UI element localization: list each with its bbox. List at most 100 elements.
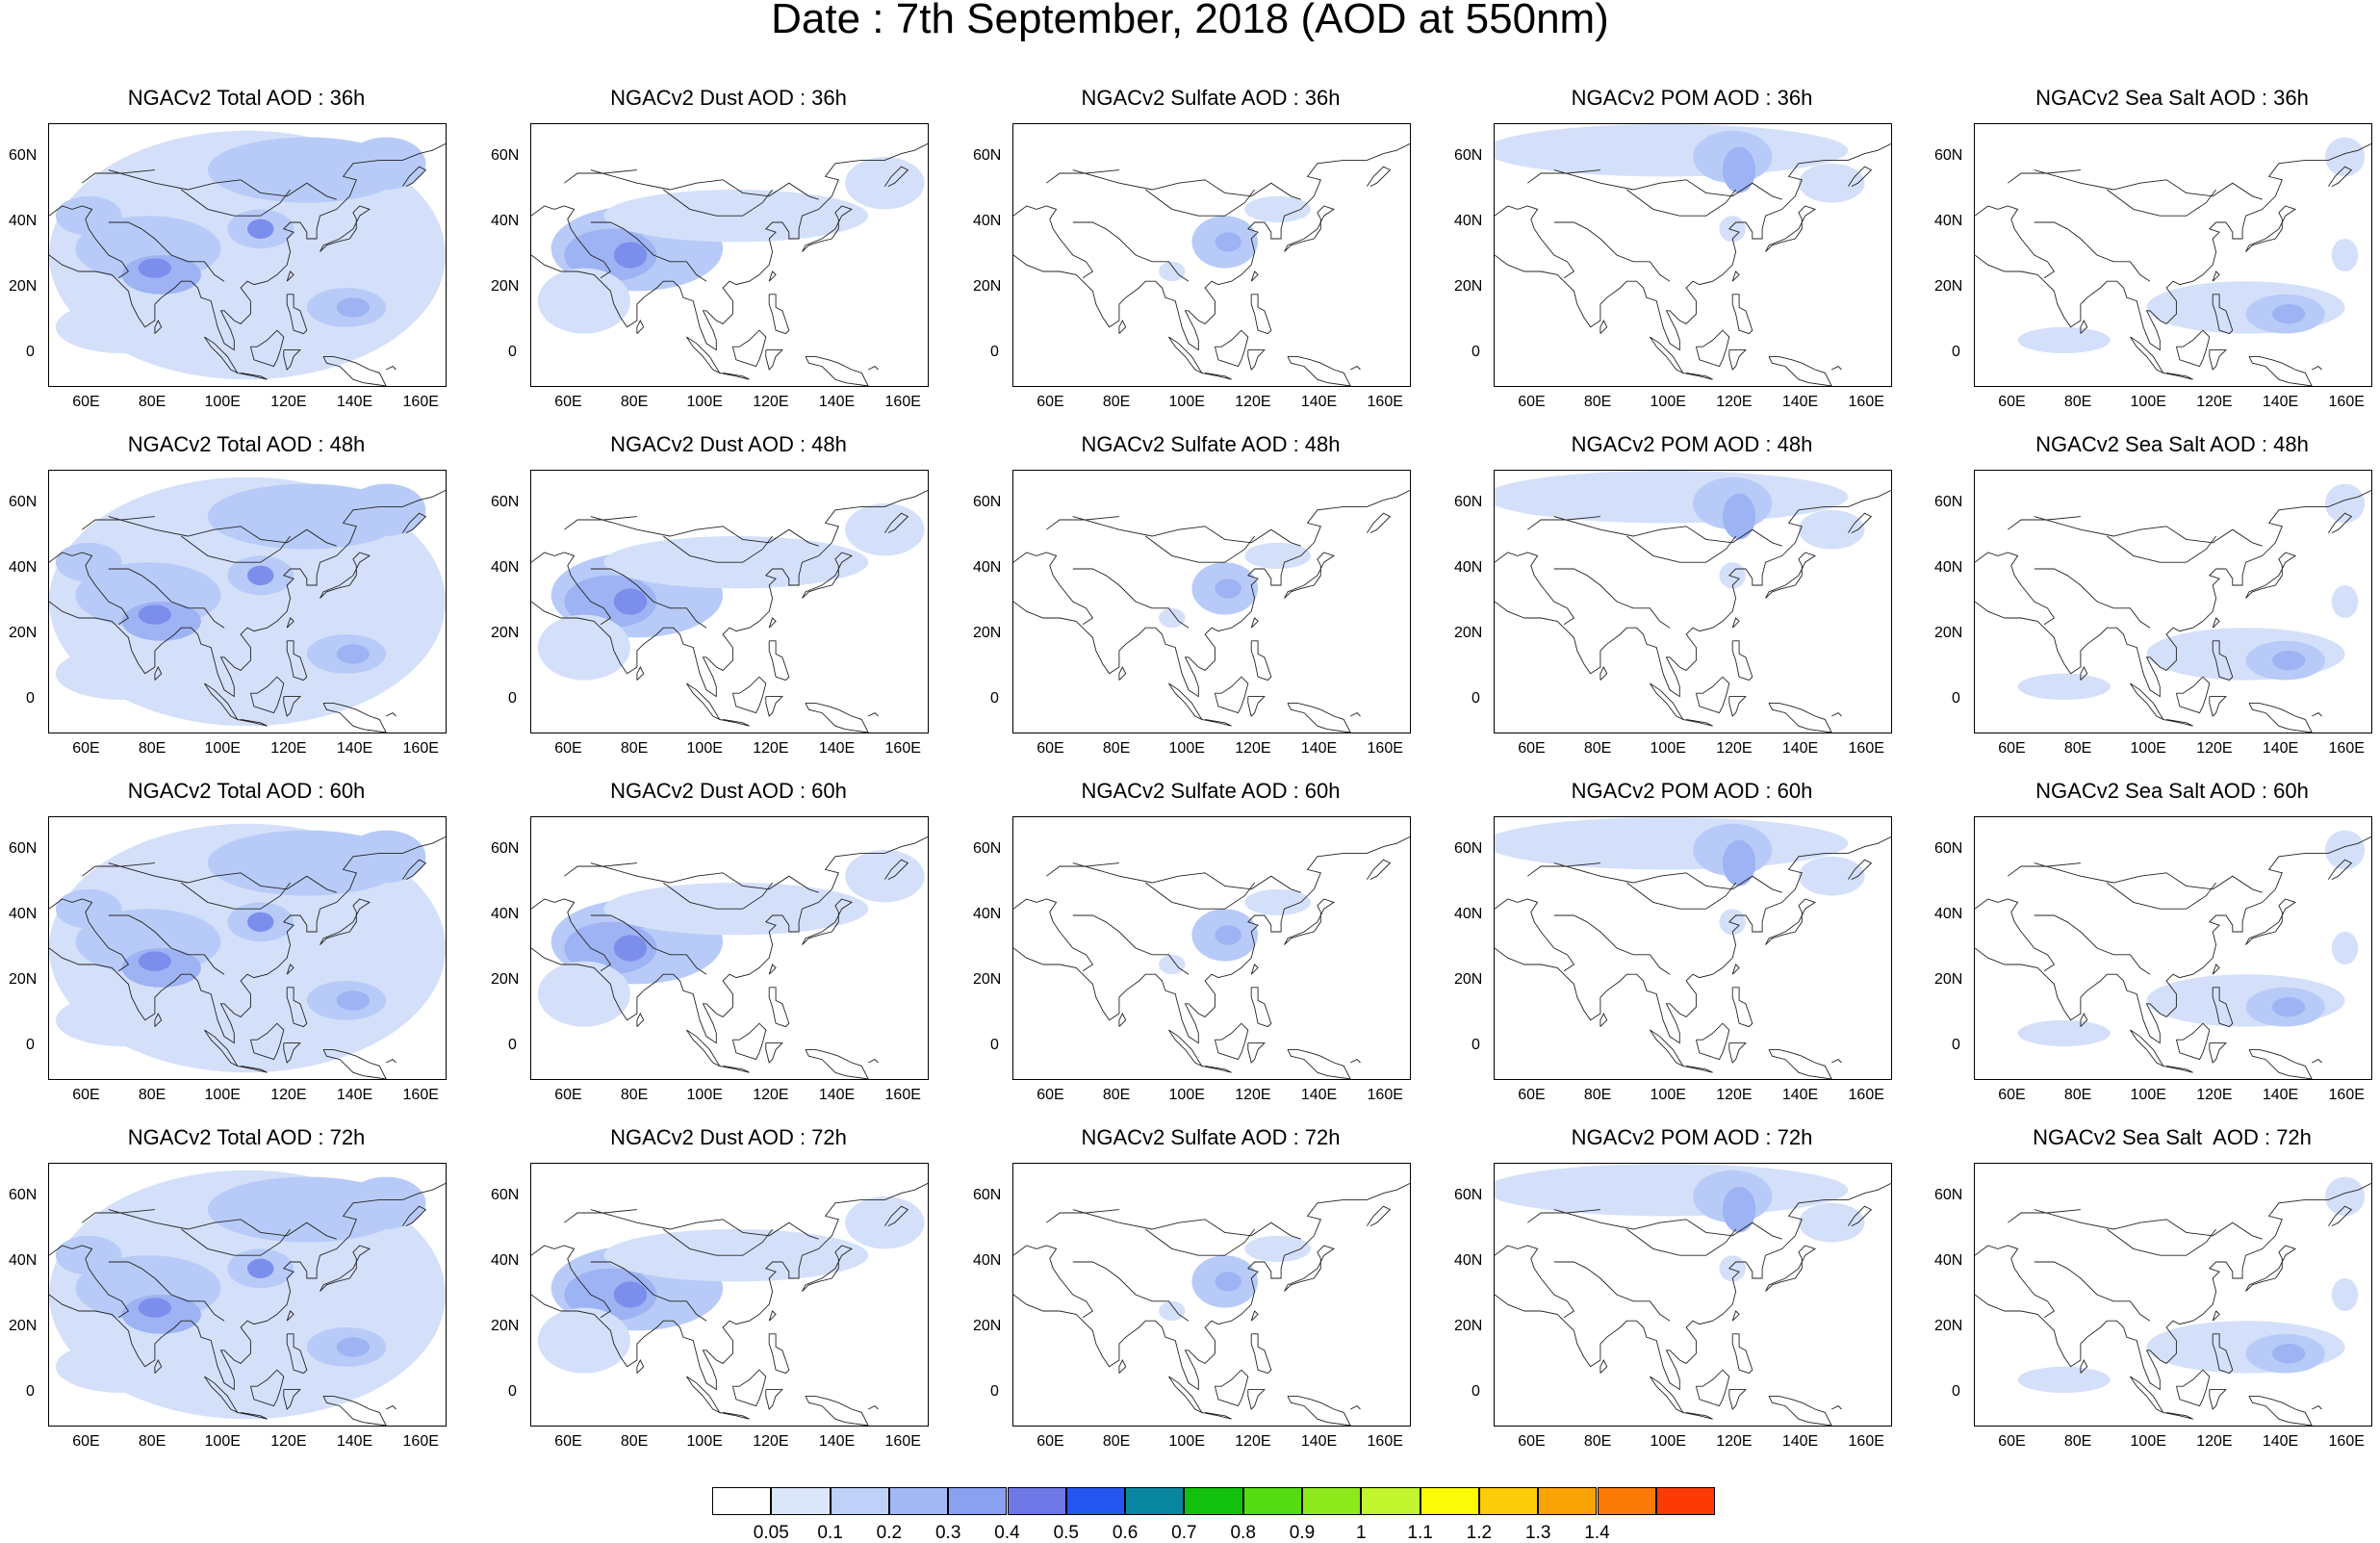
panel-title: NGACv2 Dust AOD : 48h [610,432,847,456]
coastline [2130,682,2164,721]
coastline [884,166,909,188]
coastline [1975,898,2019,922]
coastline [531,836,928,1044]
coastline [636,1012,645,1027]
coastline [1250,964,1259,975]
coastline [1350,712,1361,717]
coastline [1145,189,1255,217]
coastline [249,1022,285,1061]
coastline [320,205,371,252]
colorbar-swatch [948,1487,1008,1515]
aod-field-patch [247,1258,274,1278]
coastline [731,1022,767,1061]
map-frame [1494,1163,1892,1427]
aod-field-patch [2331,932,2359,964]
coastline [531,1245,576,1269]
map-frame [48,470,447,733]
coastline [237,1065,268,1073]
coastline [2107,882,2216,910]
x-tick-label: 80E [620,394,649,410]
coastline [2248,355,2313,386]
aod-field-patch [2324,137,2366,177]
aod-field-patch [138,1298,172,1318]
y-tick-label: 0 [26,690,35,707]
aod-field-patch [537,1307,630,1374]
x-tick-label: 100E [1650,1433,1686,1450]
coastline [1118,1012,1127,1027]
coastline [2212,1310,2220,1322]
y-tick-label: 40N [491,559,520,576]
y-tick-label: 0 [508,1037,517,1053]
coastline [768,1310,777,1322]
colorbar-swatch [1302,1487,1362,1515]
coastline [108,1261,225,1322]
coastline [1072,1209,1301,1240]
coastline [2212,617,2220,629]
coastline [2248,1048,2313,1079]
aod-map [1495,471,1891,733]
y-tick-label: 20N [1934,625,1963,641]
panel-title: NGACv2 Sulfate AOD : 72h [1081,1125,1341,1149]
x-tick-label: 160E [884,1087,921,1103]
y-tick-label: 60N [973,1187,1002,1203]
y-tick-label: 60N [1934,840,1963,857]
y-tick-label: 40N [9,1252,38,1269]
coastline [1287,1048,1351,1079]
x-tick-label: 60E [72,394,100,410]
x-tick-label: 100E [1168,740,1205,757]
coastline [2312,1405,2322,1410]
coastline [1695,1369,1730,1407]
x-tick-label: 160E [1367,1433,1403,1450]
x-tick-label: 160E [884,1433,921,1450]
aod-field-patch [336,1337,371,1357]
coastline [1682,1065,1713,1073]
aod-field-patch [2324,830,2366,870]
coastline [636,1358,645,1374]
coastline [1046,862,1119,877]
x-tick-label: 100E [204,394,241,410]
coastline [2034,516,2263,547]
map-frame [1012,123,1411,387]
map-frame [1012,1163,1411,1427]
coastline [2245,898,2297,945]
coastline [249,676,285,714]
y-tick-label: 60N [491,1187,520,1203]
coastline [1533,1268,1575,1319]
aod-map [1013,1182,1410,1426]
coastline [765,1042,783,1064]
coastline [531,489,928,698]
coastline [636,319,645,334]
panel-title: NGACv2 Total AOD : 72h [127,1125,366,1149]
coastline [108,914,225,975]
y-tick-label: 60N [973,494,1002,510]
x-tick-label: 100E [2130,394,2166,410]
colorbar-label: 0.6 [1112,1523,1139,1543]
aod-map [1495,124,1891,386]
y-tick-label: 60N [1454,147,1483,164]
coastline [2034,568,2151,629]
coastline [88,228,130,279]
coastline [88,1268,130,1319]
x-tick-label: 60E [1998,1433,2026,1450]
coastline [1145,882,1255,910]
coastline [1287,702,1351,733]
coastline [719,1065,750,1073]
y-tick-label: 0 [508,690,517,707]
aod-field-patch [2272,1344,2306,1364]
coastline [154,1358,163,1374]
coastline [768,964,777,975]
y-tick-label: 20N [9,625,38,641]
coastline [181,535,291,563]
aod-field-patch [564,1268,657,1322]
x-tick-label: 140E [1300,1087,1338,1103]
y-tick-label: 20N [9,1318,38,1334]
aod-field-patch [2324,483,2366,524]
coastline [402,859,427,881]
coastline [1145,1228,1255,1256]
y-tick-label: 0 [26,1383,35,1400]
coastline [49,205,93,229]
coastline [1831,712,1842,717]
coastline [1214,676,1249,714]
x-tick-label: 140E [336,740,373,757]
aod-field-patch [1719,216,1746,243]
